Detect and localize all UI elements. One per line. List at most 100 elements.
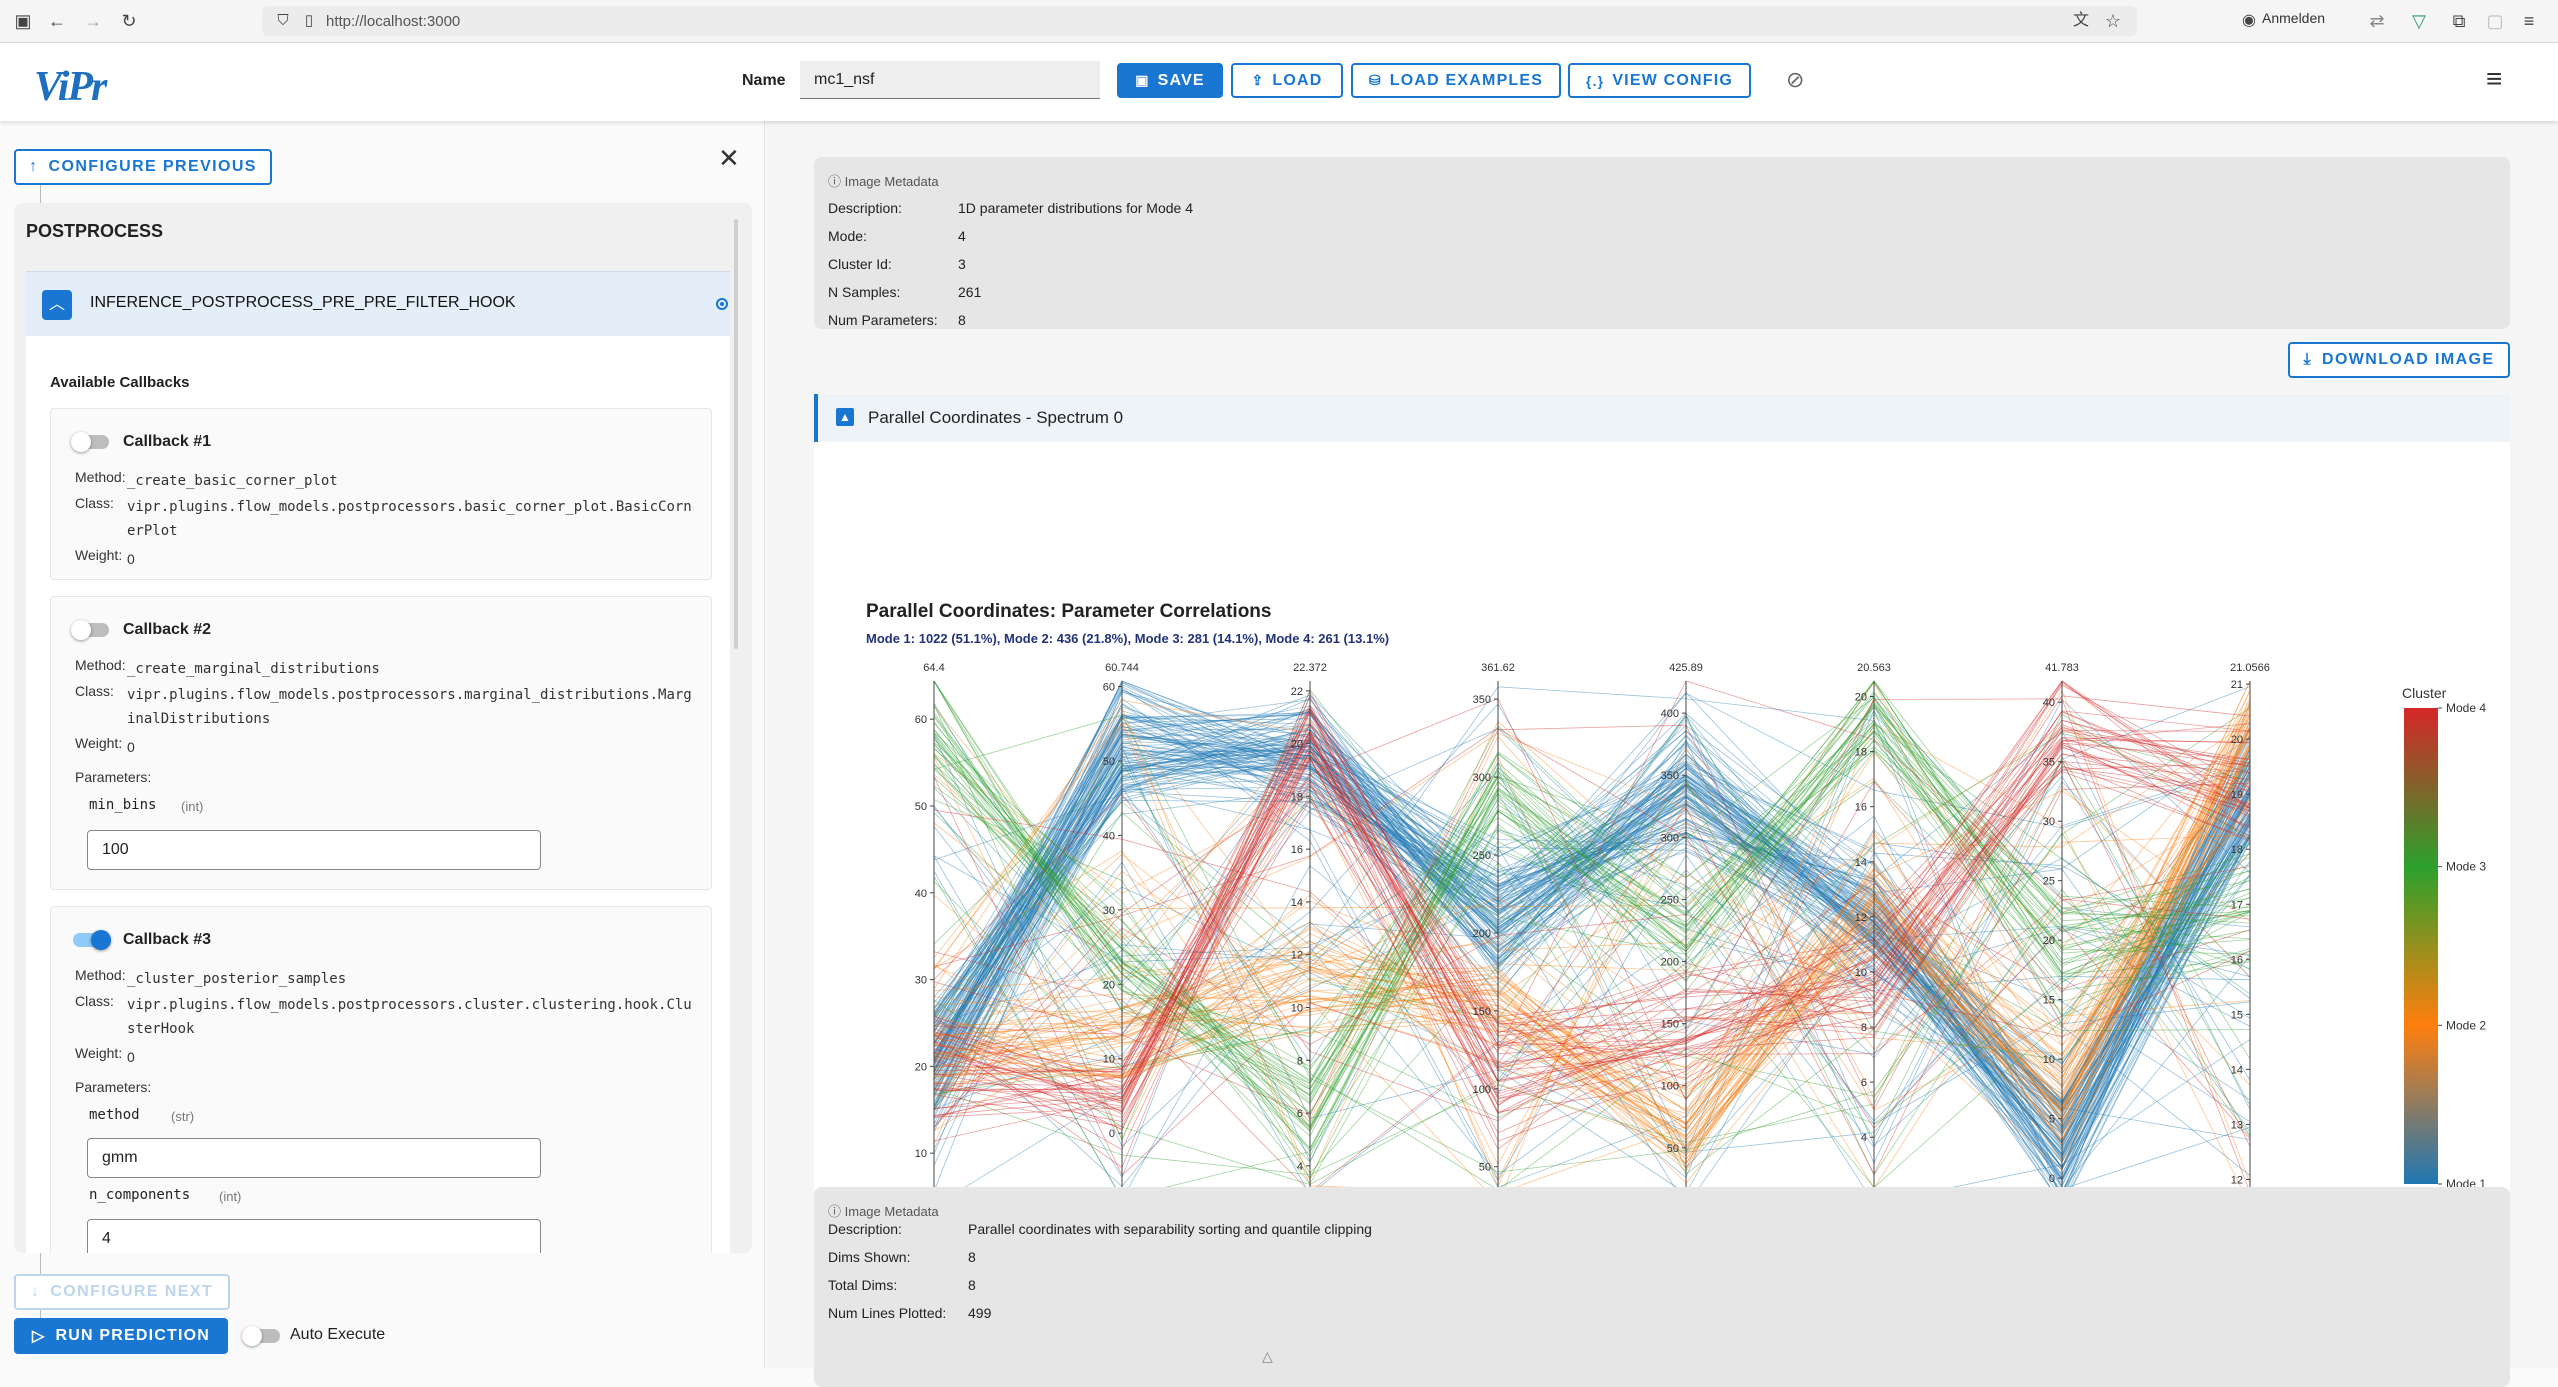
tick-label: 16 [2231,954,2243,966]
configure-previous-button[interactable]: ↑ CONFIGURE PREVIOUS [14,149,272,185]
tick-label: 15 [2043,995,2055,1007]
forward-icon[interactable]: → [84,11,102,31]
vue-devtools-icon[interactable]: ▽ [2412,11,2426,31]
polyline-mode-3 [933,738,2251,1101]
address-bar[interactable]: ⛉ ▯ http://localhost:3000 文 ☆ [262,6,2137,36]
method-input[interactable]: gmm [87,1138,541,1178]
polyline-mode-3 [933,735,2251,1149]
polyline-mode-4 [933,734,2251,1094]
polyline-mode-1 [933,687,2251,1194]
tick-label: 16 [1855,802,1867,814]
sidebar-icon[interactable]: ▢ [2486,11,2504,31]
polyline-mode-2 [933,682,2251,1105]
callback-1-weight: 0 [127,551,135,567]
extensions-icon[interactable]: ⧉ [2452,11,2466,31]
browser-menu-icon[interactable]: ≡ [2523,11,2535,31]
tick-label: 20 [1855,692,1867,704]
callback-3-toggle[interactable] [73,930,111,950]
polyline-mode-1 [933,734,2251,1135]
polyline-mode-1 [933,724,2251,1123]
meta-key: Cluster Id: [828,256,892,272]
callback-1-class-row: Class: vipr.plugins.flow_models.postproce… [75,495,705,543]
polyline-mode-2 [933,696,2251,1194]
bookmark-star-icon[interactable]: ☆ [2104,11,2122,31]
tick-label: 5 [2049,1114,2055,1126]
polyline-mode-3 [933,732,2251,1119]
tick-label: 10 [1103,1054,1115,1066]
colorbar-label: Mode 2 [2446,1018,2486,1032]
download-image-label: DOWNLOAD IMAGE [2322,351,2495,368]
hook-row[interactable]: ︿ INFERENCE_POSTPROCESS_PRE_PRE_FILTER_H… [26,271,730,337]
axis-max-label: 361.62 [1481,662,1515,674]
callbacks-scrollbar[interactable] [734,219,738,649]
run-prediction-button[interactable]: ▷ RUN PREDICTION [14,1318,228,1354]
stepper-connector [40,1310,41,1318]
callback-2-toggle[interactable] [71,620,109,640]
save-button[interactable]: ▣ SAVE [1117,63,1223,98]
hook-radio[interactable] [716,298,728,310]
toggle-knob [71,620,91,640]
download-image-button[interactable]: ⤓ DOWNLOAD IMAGE [2288,342,2510,378]
name-input[interactable] [800,61,1100,99]
connection-off-icon[interactable]: ⊘ [1786,67,1805,92]
min-bins-input[interactable]: 100 [87,830,541,870]
polyline-mode-3 [933,724,2251,1084]
reload-icon[interactable]: ↻ [121,11,137,31]
tab-overview-icon[interactable]: ▣ [14,11,32,31]
extension-arrows-icon[interactable]: ⇄ [2369,11,2385,31]
meta-value: 499 [968,1305,992,1321]
callback-2-class-row: Class: vipr.plugins.flow_models.postproce… [75,683,705,731]
polyline-mode-1 [933,736,2251,1196]
polyline-mode-1 [933,745,2251,1128]
polyline-mode-1 [933,734,2251,1182]
tick-label: 30 [2043,816,2055,828]
n-components-input[interactable]: 4 [87,1219,541,1253]
callback-1-toggle[interactable] [71,432,109,452]
load-examples-button[interactable]: ⛁ LOAD EXAMPLES [1351,63,1561,98]
tick-label: 10 [2043,1054,2055,1066]
account-icon[interactable]: ◉ [2242,12,2256,29]
load-button[interactable]: ⇪ LOAD [1231,63,1343,98]
spectrum-header[interactable]: ▲ Parallel Coordinates - Spectrum 0 [814,394,2510,442]
page-icon: ▯ [304,12,314,29]
callbacks-area: Available Callbacks Callback #1 Method:_… [26,336,730,1253]
back-icon[interactable]: ← [48,11,66,31]
polyline-mode-1 [933,746,2251,1156]
polyline-mode-4 [933,757,2251,1100]
weight-key: Weight: [75,547,123,563]
polyline-mode-2 [933,707,2251,1154]
info-icon: ⓘ [828,174,842,189]
polyline-mode-2 [933,808,2251,1125]
polyline-mode-4 [933,732,2251,1097]
hamburger-menu-icon[interactable]: ≡ [2486,63,2503,94]
polyline-mode-2 [933,720,2251,1140]
polyline-mode-1 [933,741,2251,1133]
signin-link[interactable]: Anmelden [2262,10,2326,26]
meta-row: Description: 1D parameter distributions f… [828,200,1193,216]
tick-label: 12 [1291,950,1303,962]
polyline-mode-4 [933,727,2251,1119]
auto-execute-toggle[interactable] [242,1326,280,1346]
close-icon[interactable]: ✕ [718,143,740,173]
polyline-mode-1 [933,724,2251,1111]
axis-max-label: 22.372 [1293,662,1327,674]
configure-next-button[interactable]: ↓ CONFIGURE NEXT [14,1274,230,1310]
polyline-mode-1 [933,726,2251,1103]
polyline-mode-3 [933,756,2251,1186]
polyline-mode-3 [933,722,2251,1137]
polyline-mode-1 [933,698,2251,1055]
translate-icon[interactable]: 文 [2072,12,2089,29]
polyline-mode-1 [933,706,2251,1130]
polyline-mode-1 [933,720,2251,1171]
polyline-mode-1 [933,728,2251,1169]
chevron-up-icon[interactable]: ︿ [42,290,72,320]
polyline-mode-4 [933,680,2251,1119]
callback-2-method-row: Method:_create_marginal_distributions [75,657,705,681]
view-config-button[interactable]: {.} VIEW CONFIG [1568,63,1751,98]
polyline-mode-1 [933,694,2251,1179]
callback-3-class: vipr.plugins.flow_models.postprocessors.… [127,997,692,1037]
url-text[interactable]: http://localhost:3000 [326,13,461,30]
polyline-mode-1 [933,708,2251,1201]
bottom-panel-toggle-icon[interactable]: △ [1262,1348,1273,1364]
polyline-mode-1 [933,714,2251,1147]
